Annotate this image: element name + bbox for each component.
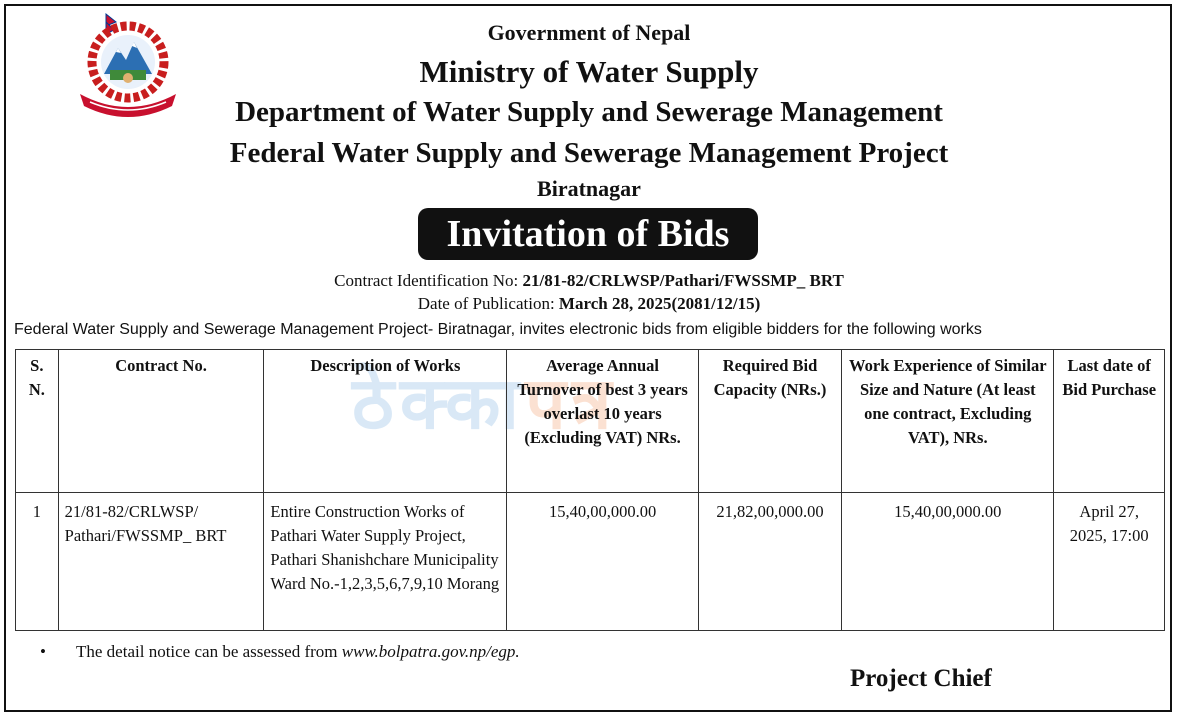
contract-id-label: Contract Identification No: <box>334 271 523 290</box>
cell-description: Entire Construction Works of Pathari Wat… <box>263 492 508 631</box>
notice-title-banner: Invitation of Bids <box>418 208 758 260</box>
intro-text: Federal Water Supply and Sewerage Manage… <box>14 321 982 338</box>
publication-date-label: Date of Publication: <box>417 294 559 313</box>
cell-contract-no: 21/81-82/CRLWSP/ Pathari/FWSSMP_ BRT <box>57 492 265 631</box>
city-heading: Biratnagar <box>537 176 641 201</box>
ministry-heading: Ministry of Water Supply <box>419 54 759 89</box>
cell-sn: 1 <box>15 492 59 631</box>
publication-date: Date of Publication: March 28, 2025(2081… <box>0 294 1178 314</box>
header-bid-capacity: Required Bid Capacity (NRs.) <box>697 349 843 493</box>
cell-experience: 15,40,00,000.00 <box>841 492 1055 631</box>
government-heading: Government of Nepal <box>487 20 691 45</box>
note-text: The detail notice can be assessed from <box>76 642 342 661</box>
header-sn: S. N. <box>15 349 59 493</box>
table-header-row: S. N. Contract No. Description of Works … <box>15 349 1165 493</box>
header-turnover: Average Annual Turnover of best 3 years … <box>506 349 699 493</box>
table-row: 1 21/81-82/CRLWSP/ Pathari/FWSSMP_ BRT E… <box>15 492 1165 631</box>
header-last-date: Last date of Bid Purchase <box>1053 349 1165 493</box>
cell-last-date: April 27, 2025, 17:00 <box>1053 492 1165 631</box>
department-heading: Department of Water Supply and Sewerage … <box>235 96 943 128</box>
header-experience: Work Experience of Similar Size and Natu… <box>841 349 1055 493</box>
publication-date-value: March 28, 2025(2081/12/15) <box>558 294 761 313</box>
detail-note: • The detail notice can be assessed from … <box>40 642 520 662</box>
header-contract-no: Contract No. <box>57 349 265 493</box>
bolpatra-link[interactable]: www.bolpatra.gov.np/egp. <box>341 642 520 661</box>
bullet-icon: • <box>40 642 46 661</box>
contract-identification: Contract Identification No: 21/81-82/CRL… <box>0 271 1178 291</box>
contract-id-value: 21/81-82/CRLWSP/Pathari/FWSSMP_ BRT <box>522 271 844 290</box>
project-heading: Federal Water Supply and Sewerage Manage… <box>229 137 949 169</box>
header-description: Description of Works <box>263 349 508 493</box>
intro-paragraph: Federal Water Supply and Sewerage Manage… <box>14 319 982 339</box>
project-chief-signoff: Project Chief <box>850 665 992 692</box>
cell-bid-capacity: 21,82,00,000.00 <box>697 492 843 631</box>
nepal-emblem-icon <box>80 12 176 117</box>
bids-table: S. N. Contract No. Description of Works … <box>15 349 1165 631</box>
cell-turnover: 15,40,00,000.00 <box>506 492 699 631</box>
page-frame <box>4 4 1172 712</box>
